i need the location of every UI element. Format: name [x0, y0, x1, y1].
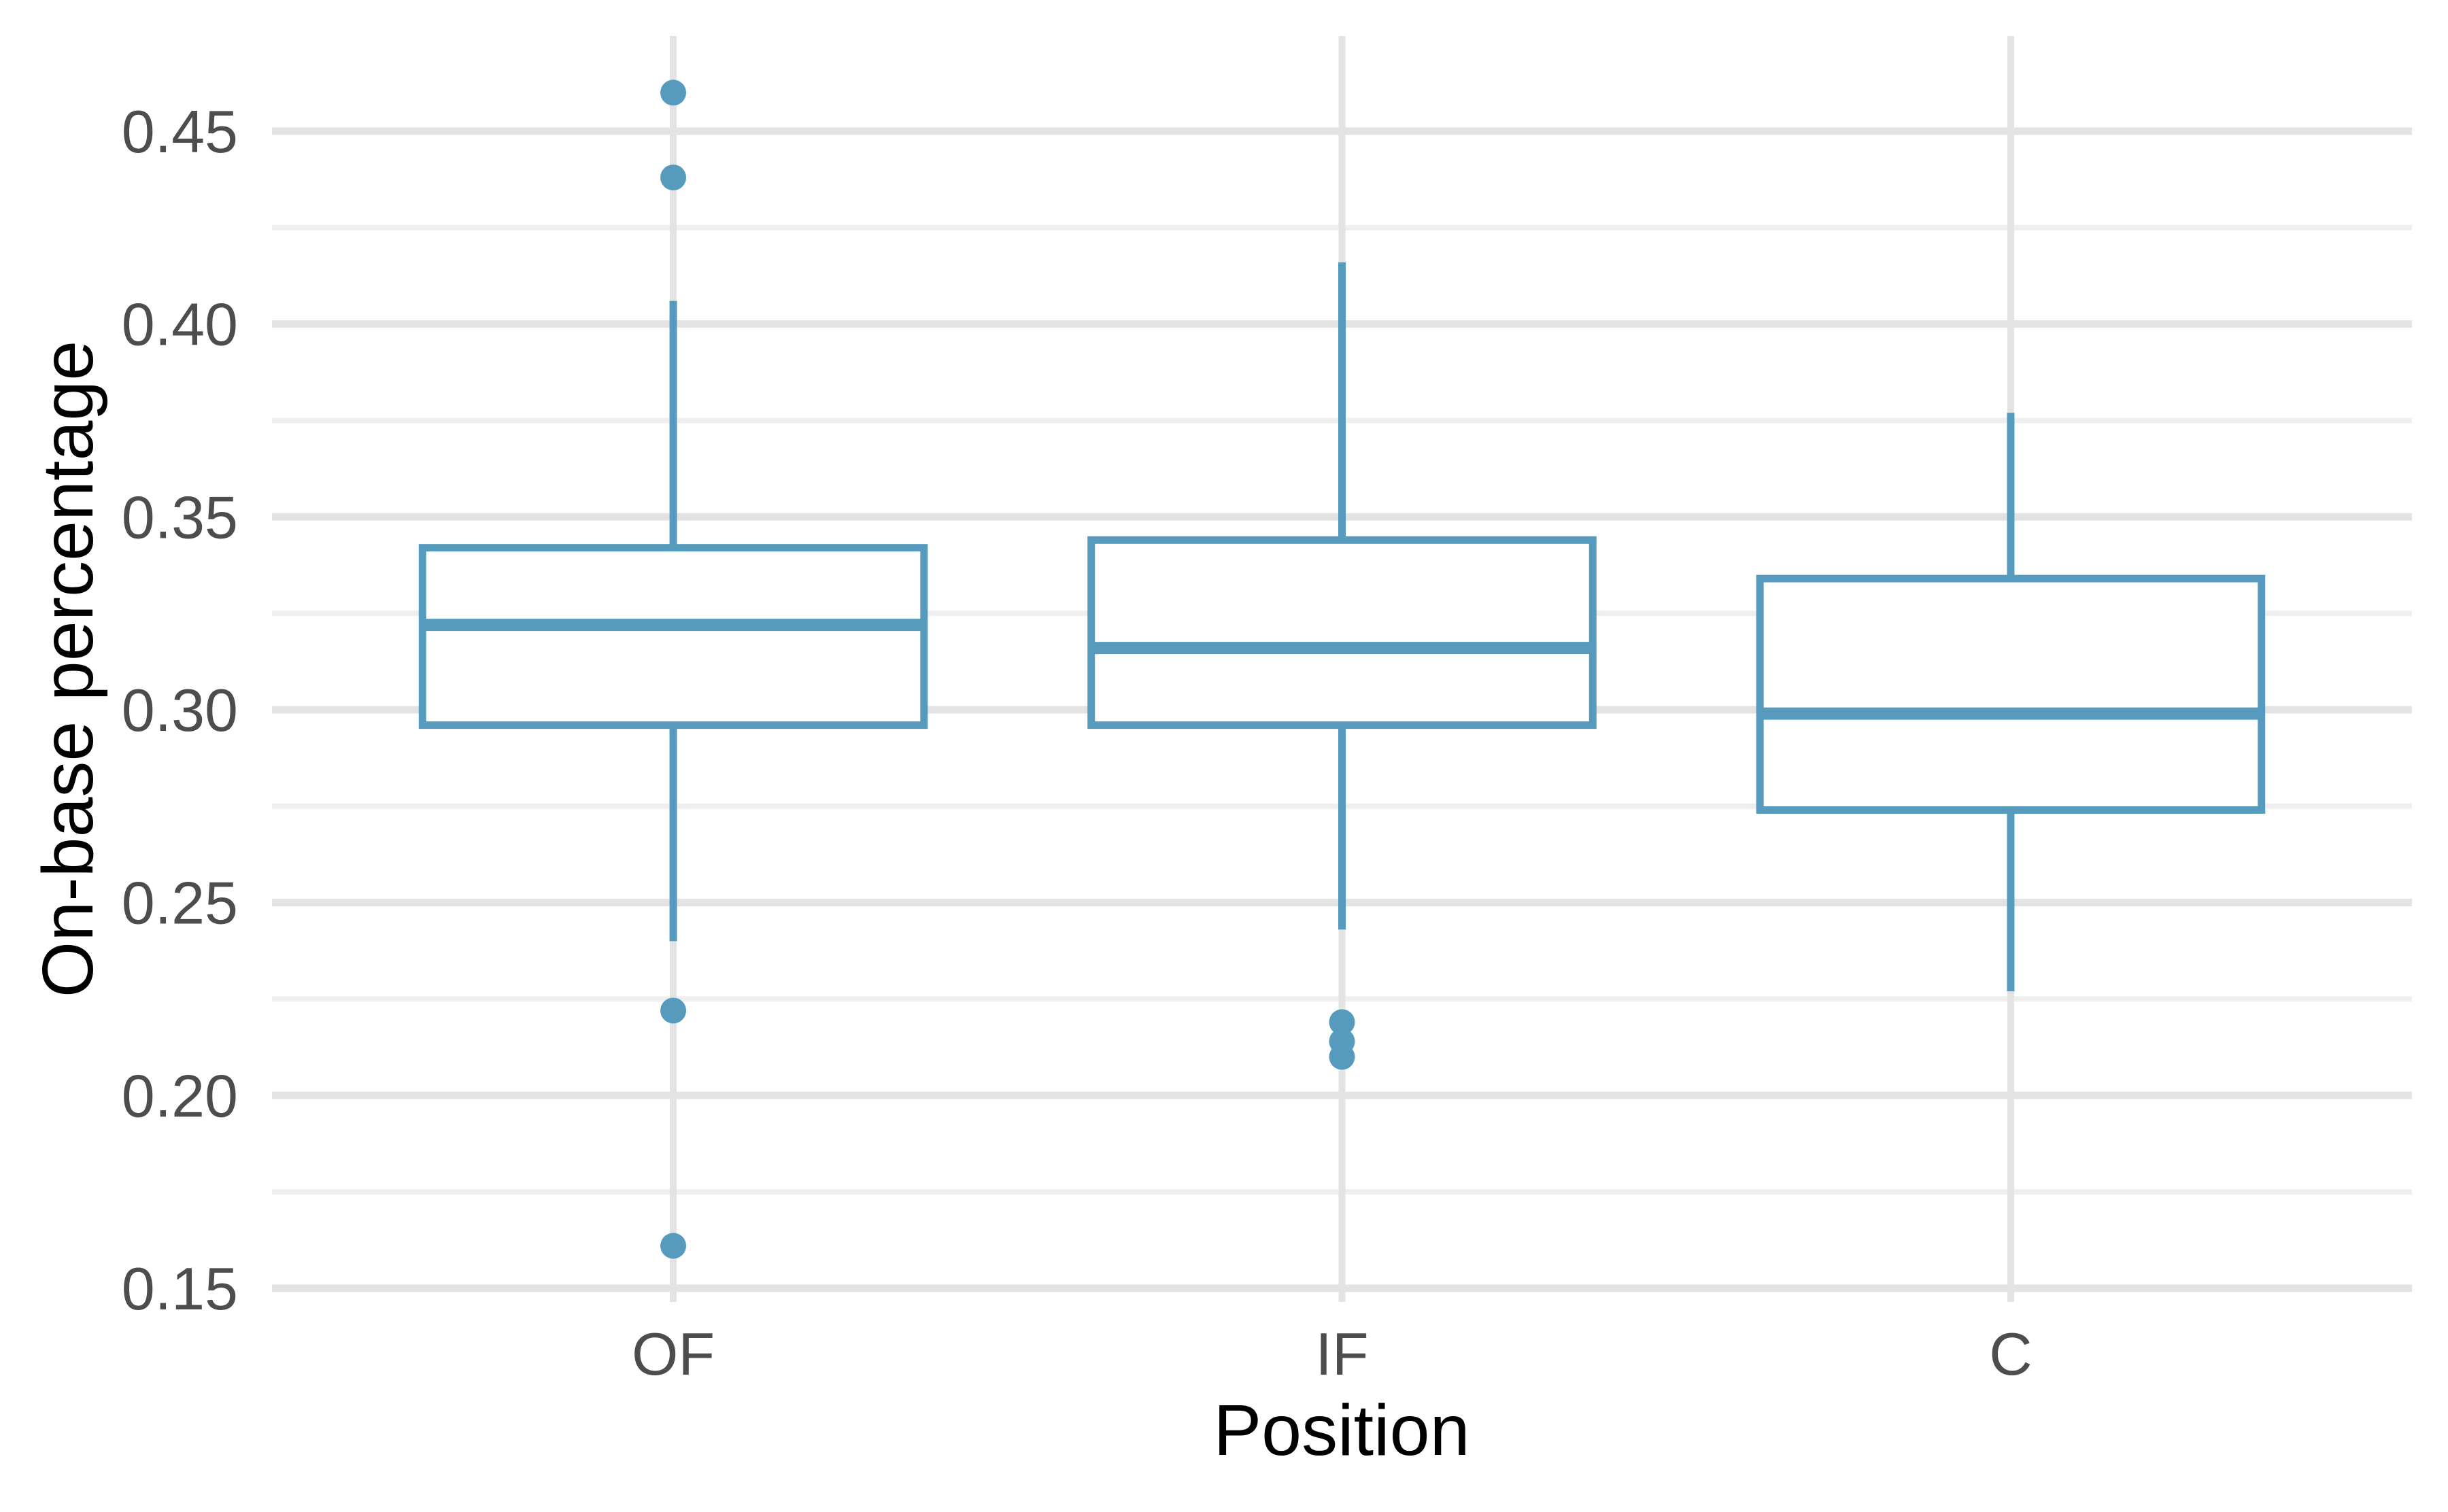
y-axis-title: On-base percentage [28, 340, 108, 998]
box-C [1756, 574, 2266, 814]
x-tick-label-C: C [1989, 1320, 2033, 1388]
outlier-point-IF [1329, 1009, 1355, 1035]
y-tick-label: 0.45 [122, 98, 238, 165]
y-tick-label: 0.15 [122, 1255, 238, 1322]
outlier-point-OF [660, 1233, 687, 1259]
x-tick-label-IF: IF [1315, 1320, 1368, 1388]
y-tick-label: 0.20 [122, 1062, 238, 1129]
outlier-point-OF [660, 80, 687, 106]
outlier-point-OF [660, 165, 687, 191]
box-OF [418, 544, 928, 729]
y-tick-label: 0.40 [122, 291, 238, 358]
y-tick-label: 0.35 [122, 483, 238, 551]
y-tick-label: 0.30 [122, 676, 238, 744]
box-IF [1087, 536, 1597, 729]
outlier-point-OF [660, 997, 687, 1024]
x-axis-title: Position [1213, 1390, 1470, 1471]
x-tick-label-OF: OF [632, 1320, 715, 1388]
outlier-point-IF [1329, 1044, 1355, 1070]
y-tick-label: 0.25 [122, 870, 238, 937]
